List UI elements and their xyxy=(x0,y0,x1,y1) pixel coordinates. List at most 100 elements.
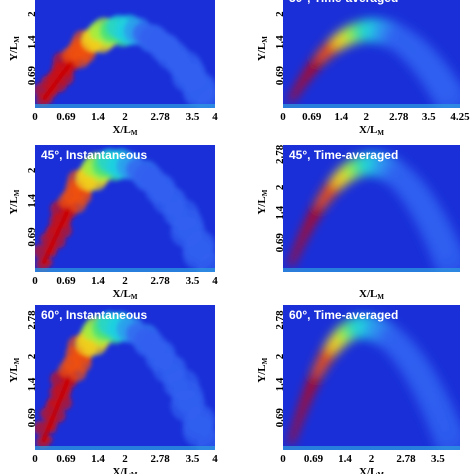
x-tick-label: 2 xyxy=(122,111,128,123)
x-tick-label: 0 xyxy=(280,111,286,123)
y-axis-label: Y/LM xyxy=(8,357,21,382)
x-axis-label-subscript: M xyxy=(131,293,138,301)
jet-field xyxy=(35,14,215,108)
x-tick-label: 2.78 xyxy=(150,275,170,287)
y-tick-label: 0.69 xyxy=(26,227,38,247)
x-tick-label: 1.4 xyxy=(91,453,105,465)
wall-strip xyxy=(35,268,215,272)
y-tick-label: 2 xyxy=(26,353,38,359)
y-tick-label: 1.4 xyxy=(274,377,286,391)
x-tick-label: 2.78 xyxy=(389,111,409,123)
x-axis-label-subscript: M xyxy=(131,129,138,137)
panel-title: 60°, Instantaneous xyxy=(41,308,147,322)
y-tick-label: 0.69 xyxy=(274,233,286,253)
y-axis-label-subscript: M xyxy=(13,189,21,196)
jet-blob xyxy=(45,258,53,266)
y-axis-label-subscript: M xyxy=(261,357,269,364)
x-axis-label: X/LM xyxy=(113,288,138,301)
panel-title: 30°, Time-averaged xyxy=(289,0,398,5)
x-tick-label: 3.5 xyxy=(431,453,445,465)
x-axis-label-subscript: M xyxy=(377,129,384,137)
x-tick-label: 1.4 xyxy=(91,111,105,123)
x-axis-label-subscript: M xyxy=(377,293,384,301)
x-tick-label: 2 xyxy=(122,453,128,465)
jet-blob xyxy=(45,435,53,444)
wall-strip xyxy=(35,446,215,450)
y-tick-label: 0.69 xyxy=(274,65,286,85)
x-tick-label: 1.4 xyxy=(338,453,352,465)
wall-strip xyxy=(283,446,460,450)
jet-blob xyxy=(197,430,215,450)
panel-title: 45°, Time-averaged xyxy=(289,148,398,162)
x-axis-label-subscript: M xyxy=(131,471,138,474)
jet-core xyxy=(41,208,71,265)
x-axis-label: X/LM xyxy=(359,466,384,474)
x-tick-label: 2.78 xyxy=(396,453,416,465)
x-tick-label: 3.5 xyxy=(422,111,436,123)
wall-strip xyxy=(283,104,460,108)
jet-blob xyxy=(434,247,460,272)
jet-field xyxy=(35,311,215,450)
panel-title: 45°, Instantaneous xyxy=(41,148,147,162)
x-tick-label: 0 xyxy=(32,111,38,123)
x-axis-label: X/LM xyxy=(359,288,384,301)
x-tick-label: 1.4 xyxy=(91,275,105,287)
x-tick-label: 4 xyxy=(212,453,218,465)
x-tick-label: 1.4 xyxy=(334,111,348,123)
y-tick-label: 2.78 xyxy=(26,310,38,330)
x-tick-label: 4 xyxy=(212,111,218,123)
y-tick-label: 0.69 xyxy=(26,65,38,85)
y-tick-label: 2 xyxy=(274,11,286,17)
jet-field xyxy=(35,148,215,272)
y-tick-label: 1.4 xyxy=(274,35,286,49)
jet-blob xyxy=(45,95,54,104)
y-tick-label: 2.78 xyxy=(274,310,286,330)
panel-title: 60°, Time-averaged xyxy=(289,308,398,322)
x-tick-label: 0 xyxy=(32,453,38,465)
x-tick-label: 0 xyxy=(32,275,38,287)
jet-field xyxy=(288,314,460,450)
wall-strip xyxy=(283,268,460,272)
x-tick-label: 0.69 xyxy=(56,111,76,123)
y-tick-label: 2.78 xyxy=(274,144,286,164)
x-tick-label: 3.5 xyxy=(186,111,200,123)
x-tick-label: 0.69 xyxy=(56,453,76,465)
jet-blob xyxy=(197,88,215,108)
x-tick-label: 3.5 xyxy=(186,275,200,287)
jet-core xyxy=(289,208,321,265)
x-tick-label: 2 xyxy=(364,111,370,123)
y-tick-label: 2 xyxy=(26,11,38,17)
y-tick-label: 1.4 xyxy=(274,205,286,219)
y-axis-label: Y/LM xyxy=(8,36,21,61)
y-tick-label: 0.69 xyxy=(26,408,38,428)
x-axis-label-subscript: M xyxy=(377,471,384,474)
x-tick-label: 4.25 xyxy=(450,111,470,123)
x-axis-label: X/LM xyxy=(113,124,138,137)
wall-strip xyxy=(35,104,215,108)
y-tick-label: 2 xyxy=(26,167,38,173)
y-axis-label: Y/LM xyxy=(8,189,21,214)
jet-core xyxy=(41,377,71,443)
y-tick-label: 2 xyxy=(274,184,286,190)
x-tick-label: 2.78 xyxy=(150,111,170,123)
y-tick-label: 2 xyxy=(274,353,286,359)
y-tick-label: 1.4 xyxy=(26,35,38,49)
x-tick-label: 0.69 xyxy=(304,453,324,465)
x-axis-label: X/LM xyxy=(113,466,138,474)
x-tick-label: 2.78 xyxy=(150,453,170,465)
y-tick-label: 0.69 xyxy=(274,408,286,428)
y-axis-label-subscript: M xyxy=(261,36,269,43)
y-axis-label-subscript: M xyxy=(13,357,21,364)
y-tick-label: 1.4 xyxy=(26,194,38,208)
jet-blob xyxy=(434,83,460,108)
x-tick-label: 0.69 xyxy=(302,111,322,123)
jet-blob xyxy=(197,252,215,272)
x-tick-label: 0 xyxy=(280,453,286,465)
y-axis-label: Y/LM xyxy=(256,36,269,61)
y-axis-label: Y/LM xyxy=(256,189,269,214)
jet-field xyxy=(288,18,460,108)
jet-core xyxy=(289,60,321,102)
x-tick-label: 2 xyxy=(369,453,375,465)
jet-field xyxy=(288,152,460,272)
